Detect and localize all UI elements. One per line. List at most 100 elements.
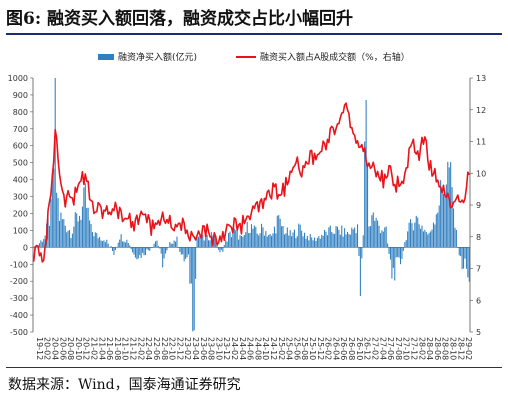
net-buy-bar xyxy=(77,221,79,248)
net-buy-bar xyxy=(61,219,63,248)
net-buy-bar xyxy=(219,247,221,253)
x-tick-label: 26-06 xyxy=(339,337,348,360)
net-buy-bar xyxy=(154,241,157,248)
net-buy-bar xyxy=(329,225,331,248)
net-buy-bar xyxy=(463,247,465,269)
net-buy-bar xyxy=(89,220,91,248)
net-buy-bar xyxy=(465,247,467,269)
net-buy-bar xyxy=(385,226,387,248)
y-left-tick-label: 500 xyxy=(13,159,28,168)
net-buy-bar xyxy=(104,242,106,248)
net-buy-bar xyxy=(70,238,72,248)
net-buy-bar xyxy=(137,247,139,259)
net-buy-bar xyxy=(53,168,55,248)
y-left-tick-label: -400 xyxy=(10,311,28,320)
net-buy-bar xyxy=(177,247,179,248)
net-buy-bar xyxy=(74,212,76,248)
net-buy-bar xyxy=(384,227,386,248)
source-rule xyxy=(6,367,502,368)
net-buy-bar xyxy=(76,213,78,248)
net-buy-bar xyxy=(170,243,172,248)
net-buy-bar xyxy=(133,247,135,255)
net-buy-bar xyxy=(263,235,265,248)
net-buy-bar xyxy=(205,237,207,248)
x-tick-label: 27-12 xyxy=(410,337,419,360)
net-buy-bar xyxy=(51,174,53,248)
net-buy-bar xyxy=(460,247,462,257)
net-buy-bar xyxy=(427,234,429,248)
net-buy-bar xyxy=(354,227,356,248)
net-buy-bar xyxy=(367,165,369,248)
net-buy-bar xyxy=(395,247,397,258)
net-buy-bar xyxy=(119,239,121,248)
net-buy-bar xyxy=(83,187,85,248)
net-buy-bar xyxy=(50,199,52,248)
net-buy-bar xyxy=(113,247,115,255)
net-buy-bar xyxy=(97,238,99,248)
y-right-tick-label: 10 xyxy=(476,169,486,178)
net-buy-bar xyxy=(143,247,145,256)
net-buy-bar xyxy=(306,235,308,248)
y-right-tick-label: 5 xyxy=(476,328,481,337)
net-buy-bar xyxy=(86,207,88,248)
net-buy-bar xyxy=(157,245,159,248)
net-buy-bar xyxy=(430,231,432,248)
net-buy-bar xyxy=(187,247,189,255)
net-buy-bar xyxy=(90,224,92,248)
x-tick-label: 29-02 xyxy=(464,337,473,360)
net-buy-bar xyxy=(402,247,404,251)
y-right-tick-label: 6 xyxy=(476,296,481,305)
net-buy-bar xyxy=(213,235,215,248)
net-buy-bar xyxy=(351,227,353,248)
x-tick-label: 20-04 xyxy=(51,337,60,360)
net-buy-bar xyxy=(99,236,101,248)
net-buy-bar xyxy=(163,247,165,259)
net-buy-bar xyxy=(84,183,86,248)
net-buy-bar xyxy=(122,241,124,248)
net-buy-bar xyxy=(448,167,450,248)
net-buy-bar xyxy=(371,215,373,248)
y-right-tick-label: 8 xyxy=(476,233,481,242)
net-buy-bar xyxy=(273,226,275,248)
net-buy-bar xyxy=(401,247,403,259)
x-tick-label: 20-06 xyxy=(58,337,67,360)
net-buy-bar xyxy=(378,225,380,248)
x-tick-label: 23-12 xyxy=(222,337,231,360)
net-buy-bar xyxy=(146,247,148,250)
net-buy-bar xyxy=(291,236,293,248)
net-buy-bar xyxy=(391,247,393,279)
x-tick-label: 21-04 xyxy=(97,337,106,360)
x-tick-label: 24-06 xyxy=(246,337,255,360)
x-tick-label: 24-04 xyxy=(238,337,247,360)
net-buy-bar xyxy=(140,247,142,258)
net-buy-bar xyxy=(349,234,351,248)
y-right-tick-label: 9 xyxy=(476,201,481,210)
x-tick-label: 24-08 xyxy=(253,337,262,360)
net-buy-bar xyxy=(454,227,456,248)
net-buy-bar xyxy=(268,235,270,248)
net-buy-bar xyxy=(249,232,251,248)
net-buy-bar xyxy=(321,234,323,248)
net-buy-bar xyxy=(359,247,361,297)
net-buy-bar xyxy=(149,247,151,251)
net-buy-bar xyxy=(311,237,313,248)
net-buy-bar xyxy=(286,227,288,248)
net-buy-bar xyxy=(368,226,370,248)
net-buy-bar xyxy=(407,231,409,248)
net-buy-bar xyxy=(193,247,195,331)
net-buy-bar xyxy=(339,234,341,248)
net-buy-bar xyxy=(361,247,363,259)
net-buy-bar xyxy=(117,242,119,248)
net-buy-bar xyxy=(44,235,46,248)
net-buy-bar xyxy=(196,236,198,248)
net-buy-bar xyxy=(139,247,141,256)
net-buy-bar xyxy=(259,233,261,248)
net-buy-bar xyxy=(444,195,446,248)
net-buy-bar xyxy=(60,212,62,248)
net-buy-bar xyxy=(437,212,439,248)
net-buy-bar xyxy=(461,247,463,270)
net-buy-bar xyxy=(179,247,181,252)
x-tick-label: 22-08 xyxy=(160,337,169,360)
x-tick-label: 28-04 xyxy=(425,337,434,360)
net-buy-bar xyxy=(165,247,167,254)
